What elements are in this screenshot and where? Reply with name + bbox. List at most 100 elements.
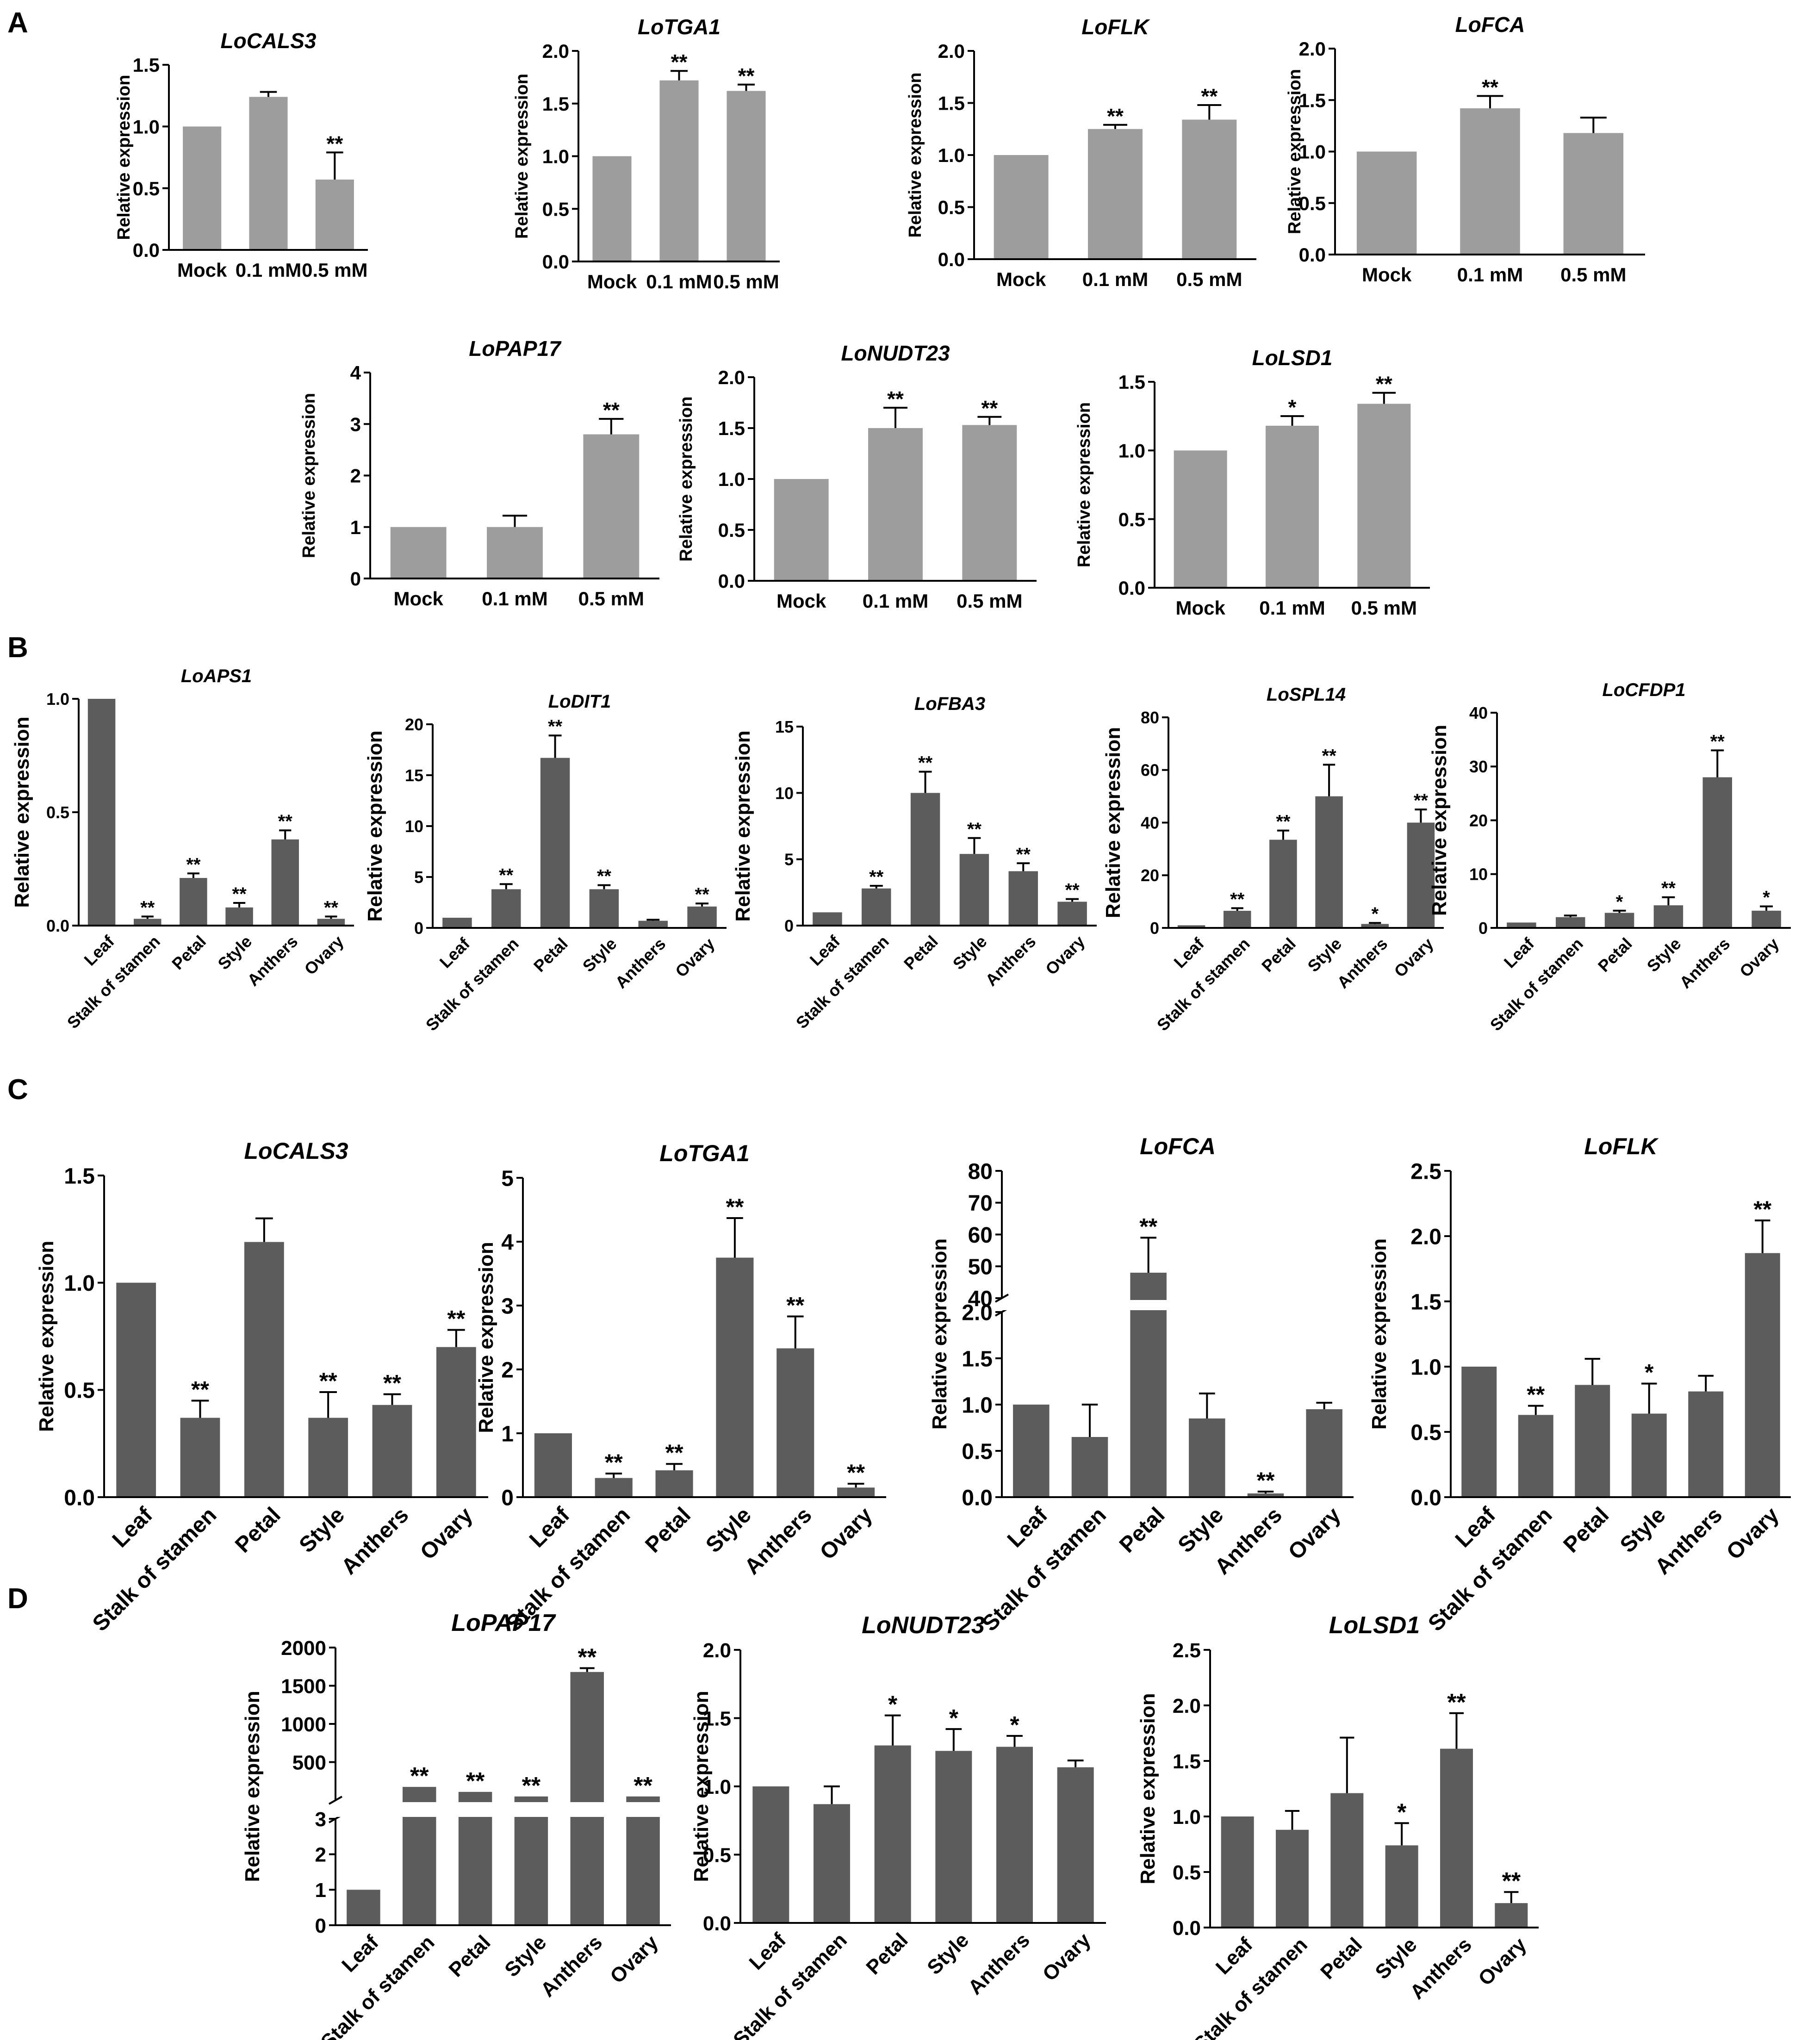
bar-b3-0 bbox=[813, 912, 842, 926]
x-tick-label-d1-0: Leaf bbox=[337, 1931, 383, 1977]
x-tick-label-d3-0: Leaf bbox=[1211, 1933, 1257, 1979]
x-tick-label-d1-5: Ovary bbox=[606, 1931, 663, 1988]
x-tick-label-d1-2: Petal bbox=[444, 1931, 495, 1981]
sig-mark-a4-1: ** bbox=[1482, 75, 1498, 99]
chart-a6: ** ** 0.0 0.5 1.0 1.5 2.0 Mock 0.1 mM 0.5 mM LoNUD… bbox=[677, 341, 1037, 612]
bar-b3-5 bbox=[1057, 902, 1087, 926]
y-tick-label-d3-2: 1.0 bbox=[1173, 1806, 1201, 1829]
y-tick-label-a7-2: 1.0 bbox=[1118, 440, 1145, 461]
x-tick-label-c2-4: Anthers bbox=[740, 1503, 817, 1580]
x-tick-label-a6-2: 0.5 mM bbox=[957, 590, 1022, 612]
y-tick-label-b5-4: 40 bbox=[1469, 703, 1488, 722]
y-tick-label-a3-0: 0.0 bbox=[938, 249, 965, 270]
bar-b4-2 bbox=[1269, 840, 1297, 928]
x-tick-label-d2-2: Petal bbox=[862, 1928, 912, 1979]
x-tick-label-b1-4: Anthers bbox=[243, 932, 301, 989]
bar-d3-1 bbox=[1276, 1829, 1309, 1928]
bar-a6-2 bbox=[962, 425, 1017, 581]
y-axis-label-a5: Relative expression bbox=[299, 393, 319, 558]
x-tick-label-a6-1: 0.1 mM bbox=[863, 590, 928, 612]
sig-mark-b5-5: * bbox=[1763, 888, 1770, 908]
y-tick-label-d2-2: 1.0 bbox=[703, 1776, 731, 1798]
break-gap-c3 bbox=[1003, 1300, 1355, 1310]
y-axis-label-d3: Relative expression bbox=[1137, 1693, 1159, 1884]
y-tick-label-b3-3: 15 bbox=[775, 717, 794, 736]
y-tick-label-d2-1: 0.5 bbox=[703, 1844, 731, 1866]
x-tick-label-d2-0: Leaf bbox=[745, 1928, 791, 1974]
x-tick-label-b5-3: Style bbox=[1643, 934, 1685, 976]
x-tick-label-b2-0: Leaf bbox=[436, 934, 474, 972]
bar-b3-2 bbox=[910, 793, 940, 926]
y-tick-label-d3-0: 0.0 bbox=[1173, 1917, 1201, 1940]
sig-mark-d1-2: ** bbox=[466, 1768, 485, 1795]
y-tick-label-c2-1: 1 bbox=[501, 1422, 514, 1446]
y-tick-label-c1-3: 1.5 bbox=[64, 1164, 95, 1188]
x-tick-label-d3-2: Petal bbox=[1316, 1933, 1367, 1984]
sig-mark-c2-3: ** bbox=[726, 1194, 744, 1220]
y-axis-label-d1: Relative expression bbox=[241, 1691, 264, 1882]
chart-title-c3: LoFCA bbox=[1140, 1133, 1216, 1159]
x-tick-label-a1-1: 0.1 mM bbox=[236, 259, 301, 281]
bar-a3-0 bbox=[994, 155, 1049, 259]
sig-mark-b1-5: ** bbox=[324, 897, 339, 918]
sig-mark-b2-3: ** bbox=[597, 866, 612, 887]
chart-a1: ** 0.0 0.5 1.0 1.5 Mock 0.1 mM 0.5 mM LoCALS3 Rel… bbox=[114, 29, 368, 281]
chart-a3: ** ** 0.0 0.5 1.0 1.5 2.0 Mock 0.1 mM 0.5 mM LoFLK… bbox=[906, 15, 1256, 290]
x-tick-label-b3-0: Leaf bbox=[806, 932, 844, 970]
y-tick-label-c4-5: 2.5 bbox=[1410, 1159, 1441, 1184]
y-tick-label-d3-3: 1.5 bbox=[1173, 1750, 1201, 1773]
y-tick-label-a5-1: 1 bbox=[350, 516, 361, 538]
sig-mark-b1-2: ** bbox=[186, 854, 201, 875]
x-tick-label-d2-1: Stalk of stamen bbox=[729, 1928, 851, 2040]
x-tick-label-a5-0: Mock bbox=[393, 588, 443, 610]
bar-c1-2 bbox=[244, 1242, 284, 1497]
bar-c3-0 bbox=[1013, 1405, 1050, 1497]
bar-c1-4 bbox=[372, 1405, 412, 1497]
x-tick-label-c3-3: Style bbox=[1174, 1503, 1229, 1558]
y-tick-label-b5-0: 0 bbox=[1478, 919, 1488, 938]
bar-b2-1 bbox=[491, 889, 521, 928]
chart-title-d3: LoLSD1 bbox=[1329, 1612, 1420, 1639]
x-tick-label-d1-3: Style bbox=[500, 1931, 551, 1981]
bar-a2-1 bbox=[659, 80, 699, 261]
sig-mark-c2-1: ** bbox=[605, 1449, 623, 1475]
y-tick-label-a1-0: 0.0 bbox=[133, 239, 160, 261]
sig-mark-a3-1: ** bbox=[1107, 104, 1124, 128]
y-tick-label-d2-3: 1.5 bbox=[703, 1707, 731, 1730]
bar-b1-0 bbox=[87, 699, 116, 926]
sig-mark-a7-2: ** bbox=[1376, 372, 1392, 396]
x-tick-label-a5-2: 0.5 mM bbox=[578, 588, 644, 610]
y-tick-label-c1-2: 1.0 bbox=[64, 1271, 95, 1296]
bar-c3-3 bbox=[1189, 1418, 1225, 1497]
bar-b5-3 bbox=[1653, 905, 1683, 928]
bar-a2-0 bbox=[592, 156, 632, 261]
y-tick-label-d3-5: 2.5 bbox=[1173, 1639, 1201, 1662]
sig-mark-d1-5: ** bbox=[634, 1773, 652, 1799]
x-tick-label-b3-5: Ovary bbox=[1042, 932, 1088, 978]
sig-mark-c4-3: * bbox=[1645, 1360, 1654, 1386]
sig-mark-a7-1: * bbox=[1288, 395, 1297, 419]
x-tick-label-b2-2: Petal bbox=[530, 934, 571, 976]
y-tick-label-b5-1: 10 bbox=[1469, 865, 1488, 884]
y-tick-label-c4-2: 1.0 bbox=[1410, 1355, 1441, 1380]
sig-mark-b3-1: ** bbox=[869, 867, 884, 887]
bar-b5-2 bbox=[1604, 913, 1634, 928]
bar-d1-0 bbox=[347, 1890, 380, 1925]
y-tick-label-c3-0: 0.0 bbox=[962, 1486, 993, 1510]
y-axis-label-b1: Relative expression bbox=[11, 716, 33, 908]
sig-mark-c4-1: ** bbox=[1527, 1382, 1545, 1408]
bar-b2-2 bbox=[540, 758, 570, 928]
y-tick-label-b1-1: 0.5 bbox=[46, 803, 69, 822]
x-tick-label-b5-1: Stalk of stamen bbox=[1486, 934, 1587, 1034]
sig-mark-d1-4: ** bbox=[578, 1644, 597, 1671]
x-tick-label-a4-1: 0.1 mM bbox=[1457, 264, 1523, 286]
x-tick-label-c1-5: Ovary bbox=[416, 1503, 478, 1565]
chart-title-a1: LoCALS3 bbox=[221, 29, 317, 53]
sig-mark-d2-3: * bbox=[949, 1705, 959, 1732]
